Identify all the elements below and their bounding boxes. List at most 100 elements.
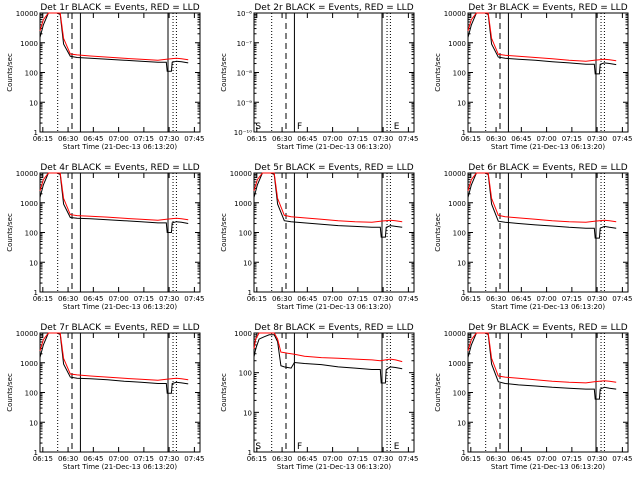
x-tick-label: 07:00 — [109, 295, 129, 303]
x-tick-label: 06:15 — [33, 135, 53, 143]
x-tick-label: 06:15 — [33, 455, 53, 463]
plot-title: Det 4r BLACK = Events, RED = LLD — [40, 163, 199, 173]
y-tick-label: 10 — [29, 419, 38, 427]
plot-frame — [253, 332, 415, 453]
panel-det-2r: Det 2r BLACK = Events, RED = LLD 10⁻¹⁰ 10⁻… — [220, 3, 418, 151]
plot-frame — [39, 172, 201, 293]
panel-det-9r: Det 9r BLACK = Events, RED = LLD 1 10 100 10… — [434, 323, 632, 471]
y-tick-label: 1 — [462, 129, 466, 137]
x-tick-label: 07:30 — [587, 135, 607, 143]
x-tick-label: 07:45 — [398, 455, 418, 463]
lld-series-line — [39, 172, 189, 221]
plot-frame — [39, 332, 201, 453]
y-axis-label: Counts/sec — [220, 53, 228, 92]
x-tick-label: 07:00 — [537, 135, 557, 143]
x-axis-label: Start Time (21-Dec-13 06:13:20) — [63, 463, 177, 471]
y-tick-label: 1000 — [20, 40, 38, 48]
y-tick-label: 100 — [453, 390, 466, 398]
x-axis-label: Start Time (21-Dec-13 06:13:20) — [63, 303, 177, 311]
lld-series-line — [467, 332, 617, 384]
plot-frame — [39, 12, 201, 133]
x-tick-label: 07:00 — [323, 455, 343, 463]
y-tick-label: 100 — [453, 70, 466, 78]
plot-frame — [253, 12, 415, 133]
y-tick-label: 10 — [243, 259, 252, 267]
x-tick-label: 06:30 — [272, 455, 292, 463]
x-tick-label: 07:45 — [612, 135, 632, 143]
plot-title: Det 5r BLACK = Events, RED = LLD — [254, 163, 413, 173]
x-tick-label: 06:30 — [58, 455, 78, 463]
panel-det-4r: Det 4r BLACK = Events, RED = LLD 1 10 100 10… — [6, 163, 204, 311]
y-tick-label: 10000 — [444, 10, 466, 18]
y-tick-label: 1000 — [20, 360, 38, 368]
x-axis-label: Start Time (21-Dec-13 06:13:20) — [491, 303, 605, 311]
x-tick-label: 06:15 — [461, 455, 481, 463]
x-tick-label: 07:15 — [134, 295, 154, 303]
y-tick-label: 10000 — [230, 170, 252, 178]
event-letter-e: E — [394, 442, 400, 452]
lld-series-line — [39, 332, 189, 381]
x-tick-label: 06:45 — [511, 455, 531, 463]
y-tick-label: 10 — [457, 259, 466, 267]
x-tick-label: 06:15 — [461, 135, 481, 143]
x-tick-label: 06:15 — [461, 295, 481, 303]
x-tick-label: 06:30 — [272, 295, 292, 303]
y-tick-label: 1 — [462, 449, 466, 457]
x-tick-label: 07:30 — [159, 455, 179, 463]
y-tick-label: 10⁻⁷ — [237, 40, 253, 48]
x-tick-label: 07:15 — [348, 455, 368, 463]
x-tick-label: 07:45 — [184, 455, 204, 463]
x-tick-label: 06:45 — [297, 135, 317, 143]
x-tick-label: 06:15 — [247, 455, 267, 463]
y-tick-label: 10⁻¹⁰ — [234, 129, 252, 137]
x-tick-label: 06:45 — [297, 455, 317, 463]
y-tick-label: 10⁻⁸ — [237, 70, 253, 78]
lld-series-line — [253, 172, 403, 223]
x-tick-label: 07:30 — [587, 295, 607, 303]
y-tick-label: 10000 — [444, 330, 466, 338]
x-tick-label: 06:30 — [58, 135, 78, 143]
event-letter-f: F — [297, 442, 302, 452]
x-tick-label: 07:15 — [134, 135, 154, 143]
x-tick-label: 07:00 — [323, 135, 343, 143]
x-tick-label: 07:00 — [537, 295, 557, 303]
y-tick-label: 1000 — [448, 360, 466, 368]
panel-det-8r: Det 8r BLACK = Events, RED = LLD 1 10 100 10… — [220, 323, 418, 471]
y-tick-label: 10⁻⁹ — [237, 99, 253, 107]
y-tick-label: 100 — [25, 230, 38, 238]
plot-frame — [253, 172, 415, 293]
y-tick-label: 1000 — [234, 200, 252, 208]
y-tick-label: 10 — [29, 259, 38, 267]
y-tick-label: 10⁻⁶ — [237, 10, 253, 18]
x-tick-label: 07:45 — [612, 455, 632, 463]
panel-det-7r: Det 7r BLACK = Events, RED = LLD 1 10 100 10… — [6, 323, 204, 471]
y-tick-label: 100 — [25, 390, 38, 398]
x-tick-label: 07:15 — [562, 135, 582, 143]
y-axis-label: Counts/sec — [220, 373, 228, 412]
event-letter-s: S — [255, 122, 261, 132]
x-tick-label: 06:45 — [511, 295, 531, 303]
x-axis-label: Start Time (21-Dec-13 06:13:20) — [277, 303, 391, 311]
y-tick-label: 1 — [34, 289, 38, 297]
panel-det-1r: Det 1r BLACK = Events, RED = LLD 1 10 100 10… — [6, 3, 204, 151]
x-tick-label: 06:45 — [83, 135, 103, 143]
panel-det-6r: Det 6r BLACK = Events, RED = LLD 1 10 100 10… — [434, 163, 632, 311]
y-axis-label: Counts/sec — [6, 53, 14, 92]
plot-title: Det 7r BLACK = Events, RED = LLD — [40, 323, 199, 333]
x-tick-label: 07:15 — [348, 135, 368, 143]
events-series-line — [467, 12, 617, 75]
x-tick-label: 07:30 — [159, 295, 179, 303]
x-axis-label: Start Time (21-Dec-13 06:13:20) — [491, 143, 605, 151]
x-tick-label: 06:30 — [58, 295, 78, 303]
y-tick-label: 100 — [453, 230, 466, 238]
x-tick-label: 07:30 — [373, 135, 393, 143]
y-axis-label: Counts/sec — [6, 373, 14, 412]
x-tick-label: 06:15 — [247, 295, 267, 303]
event-letter-f: F — [297, 122, 302, 132]
y-tick-label: 10 — [29, 99, 38, 107]
plot-title: Det 6r BLACK = Events, RED = LLD — [468, 163, 627, 173]
x-tick-label: 07:00 — [323, 295, 343, 303]
x-tick-label: 06:15 — [33, 295, 53, 303]
x-tick-label: 07:00 — [109, 135, 129, 143]
